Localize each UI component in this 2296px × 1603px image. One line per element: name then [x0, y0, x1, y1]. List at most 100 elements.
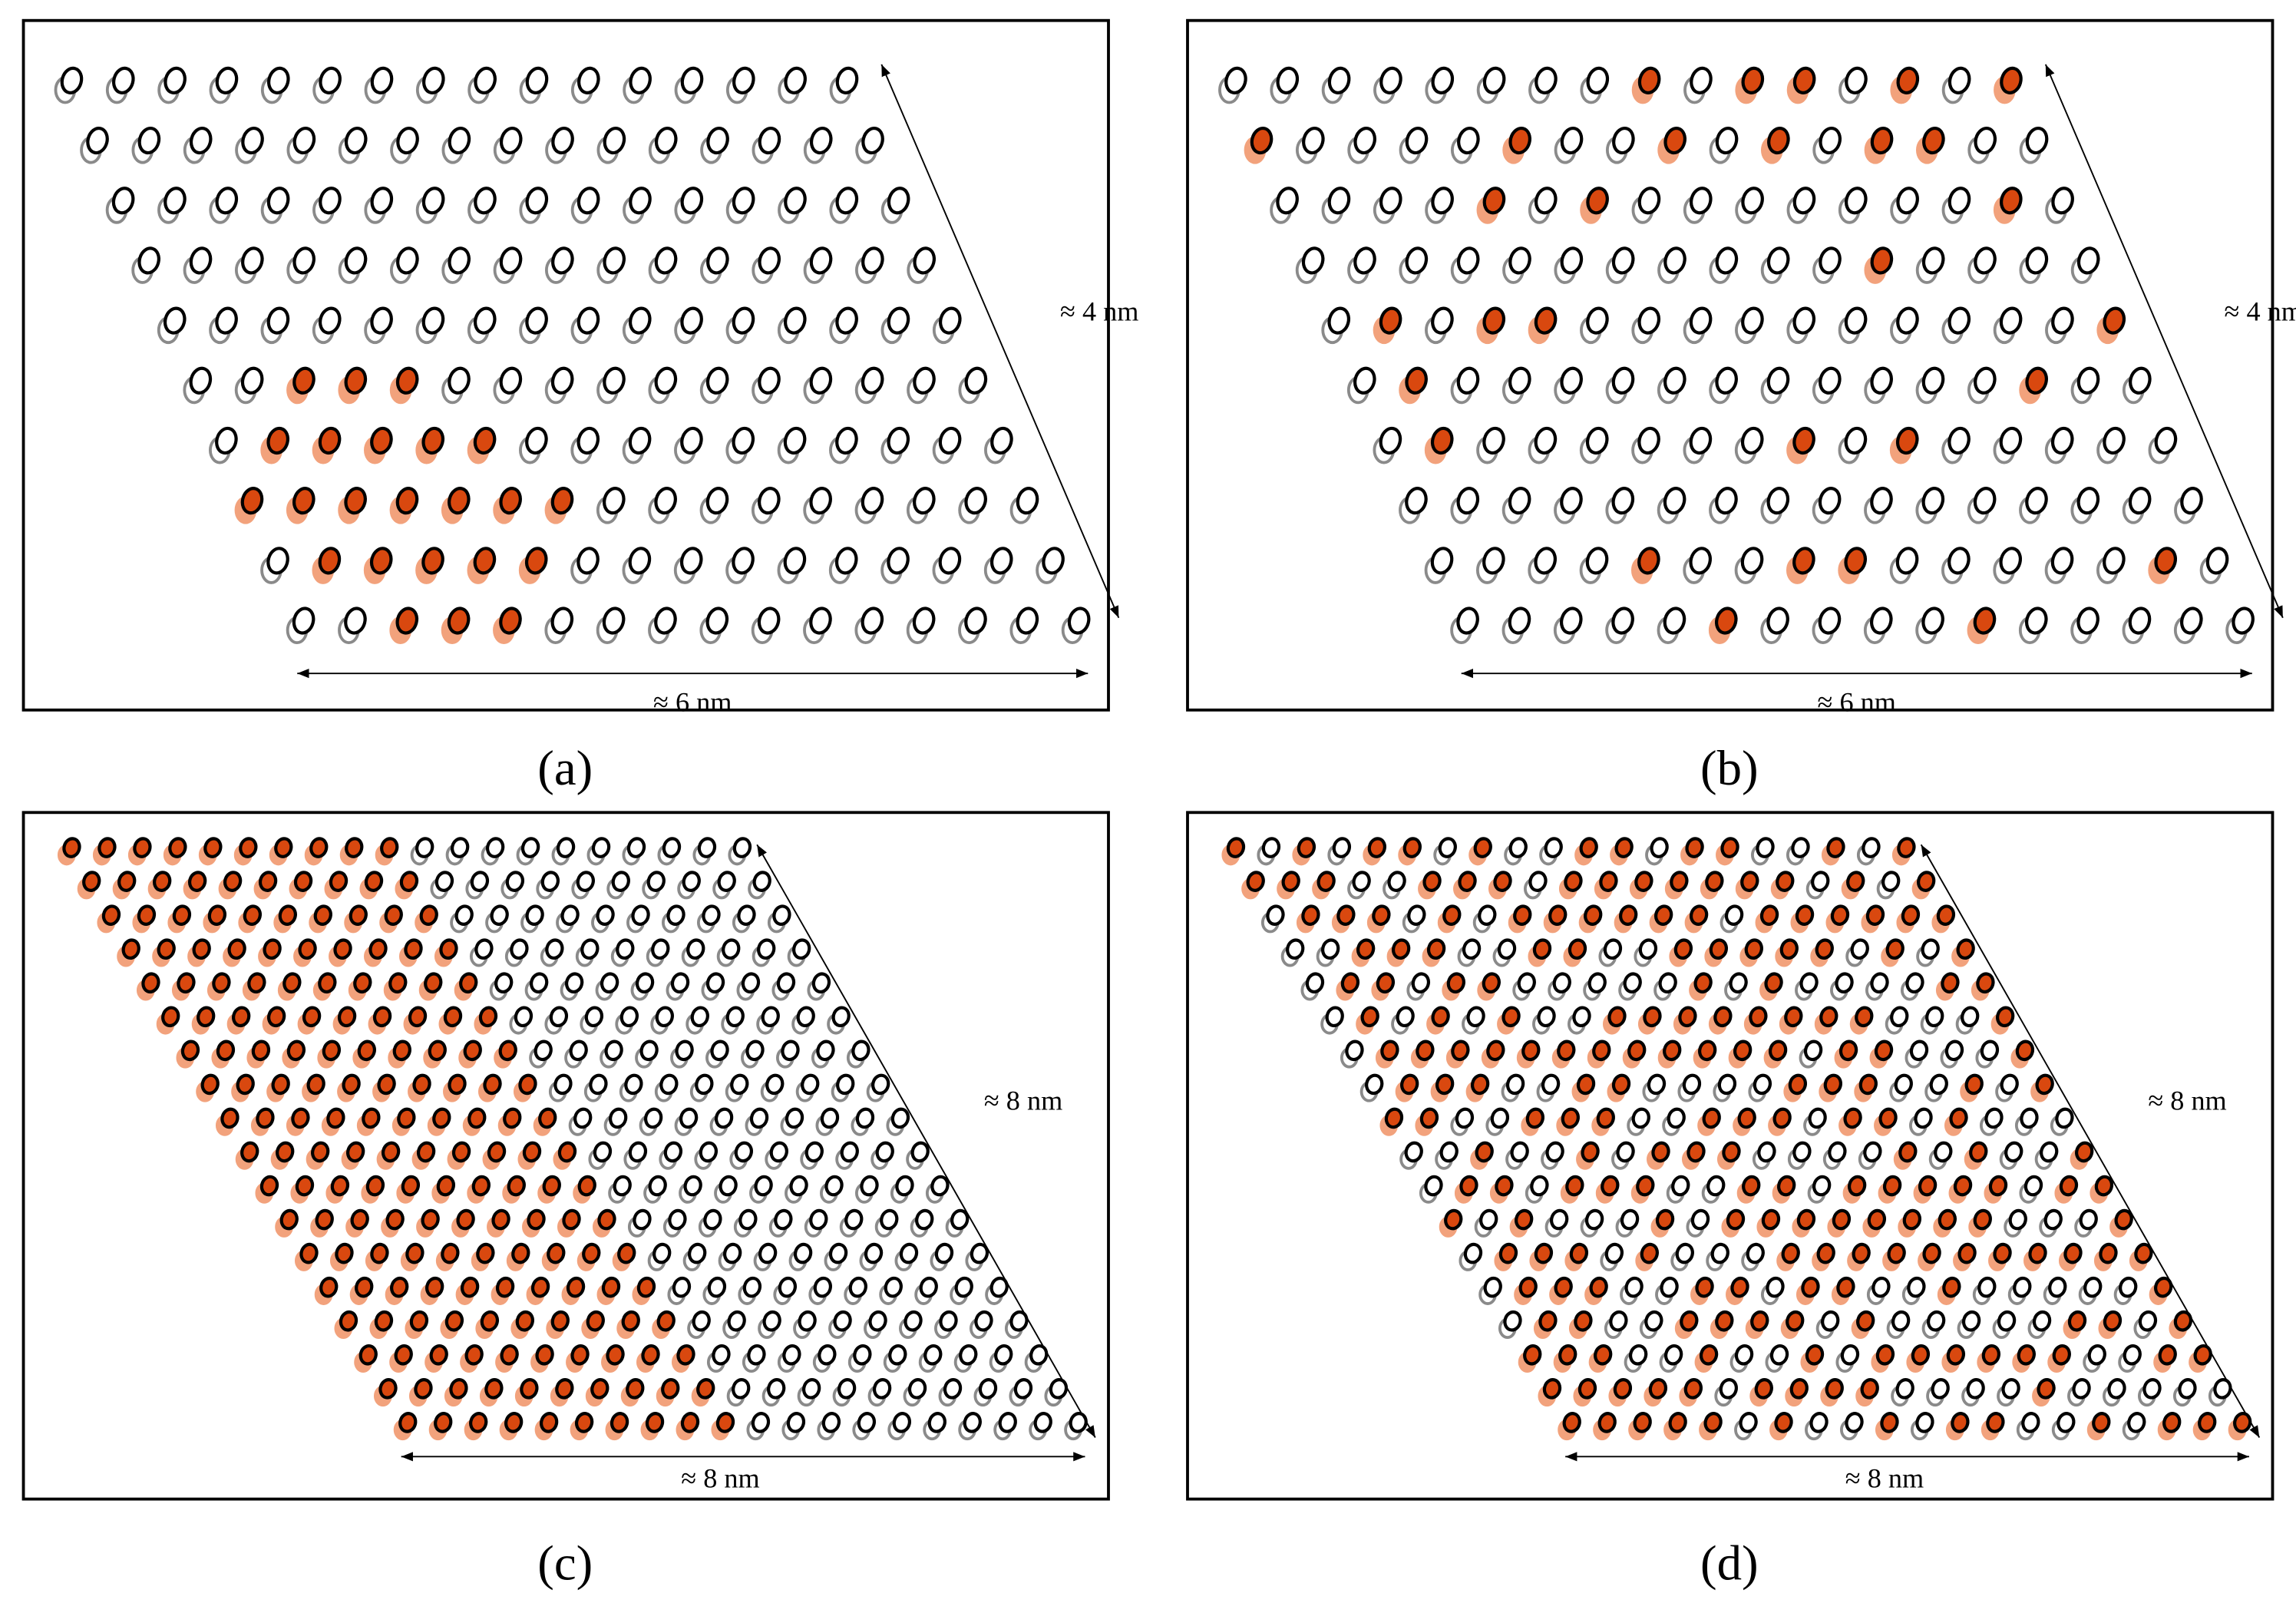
atom-front [370, 306, 393, 335]
atom [286, 487, 315, 524]
atom [467, 306, 497, 345]
atom-front [448, 366, 471, 395]
atom-front [448, 487, 471, 515]
atom-front [241, 126, 264, 155]
atom [752, 246, 781, 284]
atom-front [318, 306, 342, 335]
atom [441, 487, 471, 524]
atom [570, 66, 600, 104]
atom-front [1974, 246, 1997, 275]
atom [544, 366, 574, 405]
atom-front [1896, 66, 1920, 94]
atom-front [448, 126, 471, 155]
atom-front [1896, 187, 1919, 215]
atom-front [1560, 246, 1584, 275]
atom [234, 366, 264, 405]
atom [415, 306, 445, 345]
atom [674, 306, 703, 345]
atom [699, 606, 729, 645]
atom [441, 366, 471, 405]
atom [803, 366, 833, 405]
atom-front [1560, 126, 1584, 155]
atom [648, 246, 678, 284]
atom-front [1819, 126, 1842, 155]
atom-front [137, 246, 160, 275]
atom [1709, 126, 1739, 164]
atom-front [783, 547, 807, 575]
atom-front [163, 306, 187, 335]
atom [1812, 126, 1842, 164]
atom-front [732, 547, 755, 575]
atom [699, 246, 729, 284]
atom [364, 426, 393, 464]
atom [389, 487, 419, 524]
atom-front [1534, 187, 1558, 215]
atom-front [1819, 246, 1842, 275]
atom [157, 306, 187, 345]
atom [441, 246, 471, 284]
atom [778, 187, 807, 224]
atom-front [266, 306, 290, 335]
atom [1683, 66, 1713, 104]
atom-front [603, 366, 626, 395]
atom-front [499, 606, 522, 635]
atom [80, 126, 109, 164]
atom [441, 606, 471, 645]
atom-front [164, 66, 187, 94]
atom-front [1276, 66, 1300, 94]
atom [1502, 246, 1531, 284]
atom-front [1586, 66, 1610, 94]
atom-front [499, 246, 523, 275]
panel: ≈ 8 nm ≈ 8 nm (d) [1186, 811, 2275, 1591]
atom [570, 426, 600, 464]
atom-front [1586, 187, 1609, 215]
atom-front [758, 366, 781, 395]
atom [260, 426, 290, 464]
atom-front [603, 246, 626, 275]
atom [54, 66, 84, 104]
atom-front [1741, 187, 1764, 215]
atom-front [1947, 66, 1971, 94]
atom [623, 66, 652, 104]
atom [855, 126, 884, 164]
atom [493, 246, 523, 284]
atom-front [1741, 66, 1765, 94]
atom [209, 66, 239, 104]
atom [1760, 246, 1790, 284]
atom [1941, 66, 1971, 104]
atom [467, 66, 497, 104]
atom-front [525, 187, 549, 215]
atom [1967, 126, 1997, 164]
atom [725, 547, 755, 584]
atom-front [1715, 246, 1739, 275]
atom [1528, 187, 1558, 224]
atom [1915, 126, 1945, 164]
atom-front [189, 366, 213, 395]
atom-front [344, 606, 367, 635]
atom [1631, 187, 1661, 224]
atom [183, 126, 213, 164]
atom [1321, 66, 1351, 104]
atom-front [215, 66, 239, 94]
atom-front [628, 547, 652, 575]
height-label: ≈ 8 nm [2148, 1085, 2226, 1115]
panel: ≈ 6 nm ≈ 4 nm (b) [1186, 18, 2296, 796]
atom-front [732, 187, 755, 215]
atom [338, 606, 367, 645]
atom [622, 426, 652, 464]
atom [389, 246, 419, 284]
atom [828, 547, 858, 584]
atom [699, 366, 729, 405]
atom-front [421, 547, 444, 575]
atom [260, 187, 290, 224]
atom [493, 487, 522, 524]
atom [363, 547, 393, 584]
atom [596, 366, 626, 405]
atom [1838, 66, 1868, 104]
atom-front [757, 606, 781, 635]
atom-front [1302, 126, 1325, 155]
atom-front [137, 126, 161, 155]
atom [338, 126, 368, 164]
atom-front [240, 366, 264, 395]
